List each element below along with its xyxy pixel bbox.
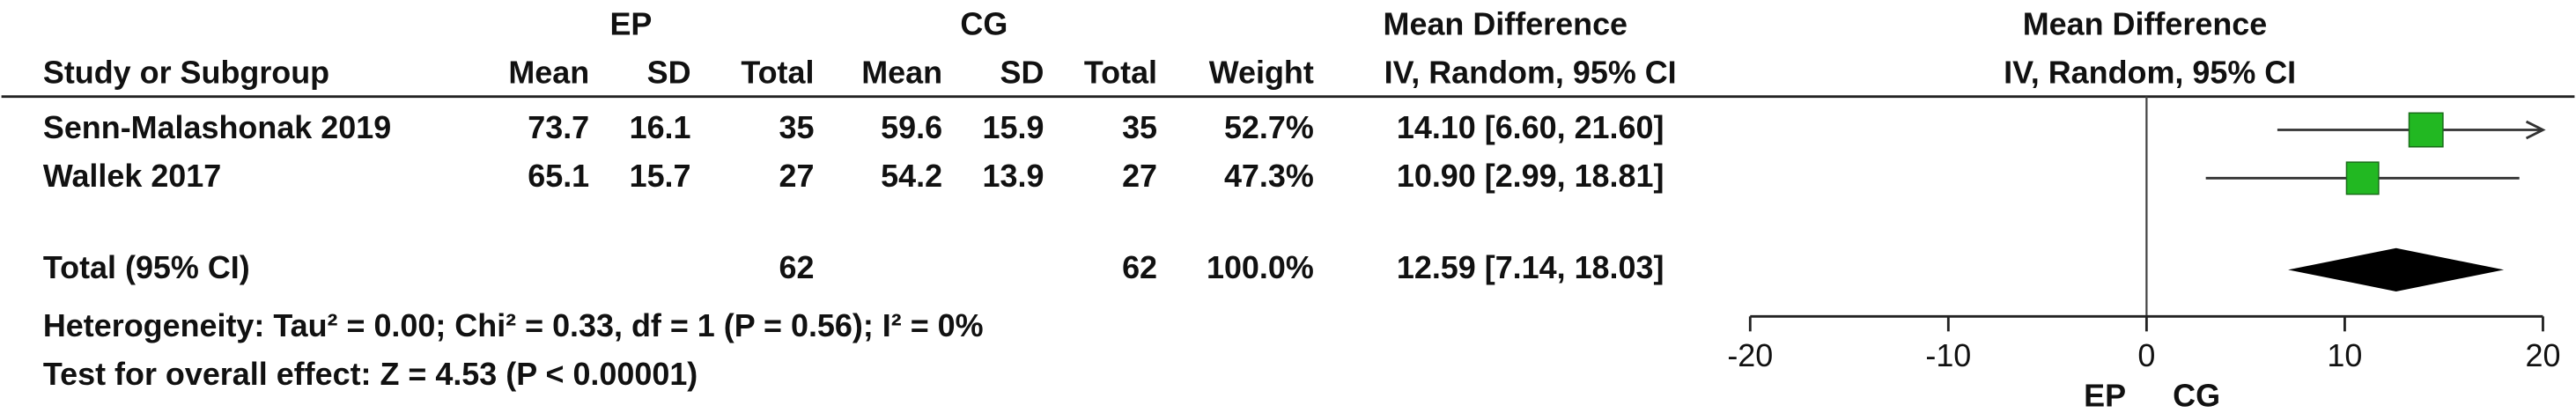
x-tick-label: 10 xyxy=(2327,337,2362,373)
footnote: Test for overall effect: Z = 4.53 (P < 0… xyxy=(43,356,698,392)
header: IV, Random, 95% CI xyxy=(2004,55,2296,91)
x-tick-label: -20 xyxy=(1727,337,1773,373)
study-name: Wallek 2017 xyxy=(43,158,221,194)
cell: 62 xyxy=(1122,249,1157,285)
cell: 59.6 xyxy=(881,109,942,145)
cell: 62 xyxy=(779,249,815,285)
cell: 14.10 [6.60, 21.60] xyxy=(1397,109,1664,145)
cell: 54.2 xyxy=(881,158,942,194)
header: EP xyxy=(609,6,652,42)
cell: 13.9 xyxy=(983,158,1044,194)
cell: 15.9 xyxy=(983,109,1044,145)
cell: 65.1 xyxy=(528,158,589,194)
header: Mean xyxy=(861,55,942,91)
effect-square xyxy=(2345,161,2380,195)
x-tick-label: 0 xyxy=(2137,337,2155,373)
header: Mean xyxy=(508,55,589,91)
header: Mean Difference xyxy=(2023,6,2267,42)
cell: 15.7 xyxy=(630,158,691,194)
header: IV, Random, 95% CI xyxy=(1384,55,1677,91)
summary-diamond xyxy=(2288,247,2505,291)
cell: 100.0% xyxy=(1207,249,1314,285)
favours-label: EP xyxy=(2084,377,2126,413)
x-tick-label: -10 xyxy=(1925,337,1971,373)
effect-square xyxy=(2408,112,2444,148)
cell: 73.7 xyxy=(528,109,589,145)
header: Study or Subgroup xyxy=(43,55,329,91)
footnote: Heterogeneity: Tau² = 0.00; Chi² = 0.33,… xyxy=(43,307,984,343)
header: SD xyxy=(647,55,691,91)
study-name: Senn-Malashonak 2019 xyxy=(43,109,391,145)
header: Total xyxy=(1084,55,1157,91)
header: CG xyxy=(960,6,1008,42)
cell: 35 xyxy=(1122,109,1157,145)
cell: 12.59 [7.14, 18.03] xyxy=(1397,249,1664,285)
cell: 16.1 xyxy=(630,109,691,145)
ci-arrow xyxy=(2525,120,2546,140)
cell: 27 xyxy=(779,158,815,194)
cell: 27 xyxy=(1122,158,1157,194)
cell: 10.90 [2.99, 18.81] xyxy=(1397,158,1664,194)
header: SD xyxy=(1000,55,1044,91)
header: Mean Difference xyxy=(1384,6,1628,42)
favours-label: CG xyxy=(2173,377,2220,413)
header: Total xyxy=(741,55,814,91)
header: Weight xyxy=(1209,55,1314,91)
cell: 52.7% xyxy=(1224,109,1314,145)
x-tick-label: 20 xyxy=(2525,337,2560,373)
cell: 47.3% xyxy=(1224,158,1314,194)
cell: 35 xyxy=(779,109,815,145)
total-label: Total (95% CI) xyxy=(43,249,250,285)
